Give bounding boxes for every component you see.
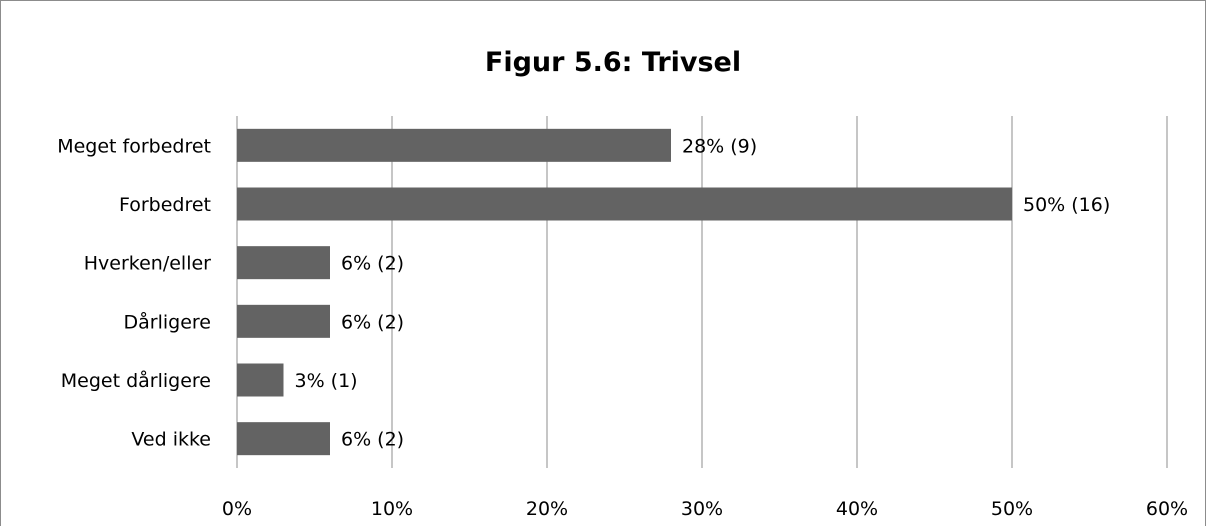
x-tick-label-1: 10% xyxy=(371,498,413,520)
bar-0 xyxy=(237,128,671,162)
data-label-0: 28% (9) xyxy=(682,135,757,157)
category-label-2: Hverken/eller xyxy=(84,253,211,275)
bar-1 xyxy=(237,187,1012,221)
data-label-4: 3% (1) xyxy=(295,370,358,392)
grid-lines xyxy=(236,116,1168,468)
category-label-5: Ved ikke xyxy=(131,429,211,451)
data-label-5: 6% (2) xyxy=(341,429,404,451)
x-tick-label-3: 30% xyxy=(681,498,723,520)
bar-4 xyxy=(237,363,284,397)
data-labels: 28% (9) 50% (16) 6% (2) 6% (2) 3% (1) 6% (2) xyxy=(295,135,1111,450)
x-tick-label-5: 50% xyxy=(991,498,1033,520)
bar-3 xyxy=(237,304,330,338)
category-label-1: Forbedret xyxy=(119,194,211,216)
bar-2 xyxy=(237,246,330,280)
bar-5 xyxy=(237,422,330,456)
category-labels: Meget forbedret Forbedret Hverken/eller Dår… xyxy=(57,135,211,450)
category-label-3: Dårligere xyxy=(124,310,211,333)
x-tick-labels: 0% 10% 20% 30% 40% 50% 60% xyxy=(222,498,1188,520)
data-label-1: 50% (16) xyxy=(1023,194,1110,216)
x-tick-label-6: 60% xyxy=(1146,498,1188,520)
data-label-3: 6% (2) xyxy=(341,311,404,333)
category-label-4: Meget dårligere xyxy=(61,369,211,392)
category-label-0: Meget forbedret xyxy=(57,135,211,157)
x-tick-label-2: 20% xyxy=(526,498,568,520)
x-tick-label-0: 0% xyxy=(222,498,252,520)
bars xyxy=(237,128,1012,456)
data-label-2: 6% (2) xyxy=(341,253,404,275)
chart-title: Figur 5.6: Trivsel xyxy=(485,47,741,78)
x-tick-label-4: 40% xyxy=(836,498,878,520)
